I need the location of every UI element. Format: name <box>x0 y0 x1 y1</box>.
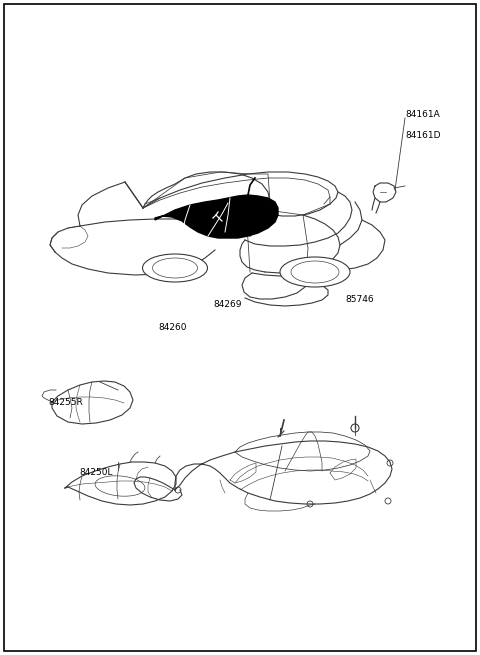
Ellipse shape <box>280 257 350 287</box>
Polygon shape <box>155 195 278 238</box>
Text: 84161A: 84161A <box>406 110 440 119</box>
Text: 84250L: 84250L <box>79 468 113 477</box>
Text: 84255R: 84255R <box>48 398 83 407</box>
Text: 85746: 85746 <box>346 295 374 304</box>
Text: 84161D: 84161D <box>406 131 441 140</box>
Text: 84269: 84269 <box>214 300 242 309</box>
Ellipse shape <box>153 258 197 278</box>
Ellipse shape <box>291 261 339 283</box>
Text: 84260: 84260 <box>158 323 187 332</box>
Ellipse shape <box>143 254 207 282</box>
